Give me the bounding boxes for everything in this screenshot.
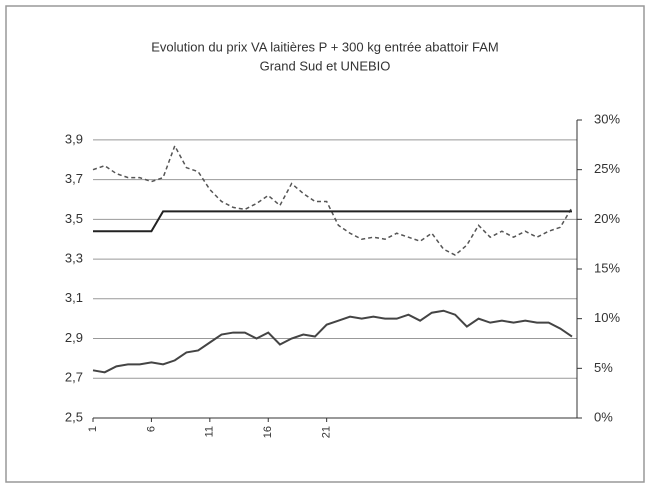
y-tick-label: 3,5 [65,211,83,226]
y2-tick-label: 30% [594,111,620,126]
series-line [92,143,573,256]
y2-tick-label: 20% [594,211,620,226]
y2-tick-label: 10% [594,310,620,325]
chart-subtitle: Grand Sud et UNEBIO [260,58,391,73]
x-tick-label: 6 [145,426,157,432]
x-tick-label: 16 [262,426,274,438]
y-tick-label: 2,7 [65,370,83,385]
y2-tick-label: 25% [594,161,620,176]
series-line [93,210,572,233]
y-tick-label: 3,1 [65,290,83,305]
series-line [92,309,573,374]
y-tick-label: 2,9 [65,330,83,345]
chart-title: Evolution du prix VA laitières P + 300 k… [151,39,498,54]
y-tick-label: 3,3 [65,251,83,266]
y-tick-label: 3,9 [65,131,83,146]
y-tick-label: 3,7 [65,171,83,186]
chart-frame [5,5,645,483]
x-tick-label: 1 [87,426,99,432]
x-tick-label: 21 [321,426,333,438]
y2-tick-label: 15% [594,260,620,275]
y2-tick-label: 5% [594,360,613,375]
y2-tick-label: 0% [594,409,613,424]
y-tick-label: 2,5 [65,409,83,424]
x-tick-label: 11 [204,426,216,437]
